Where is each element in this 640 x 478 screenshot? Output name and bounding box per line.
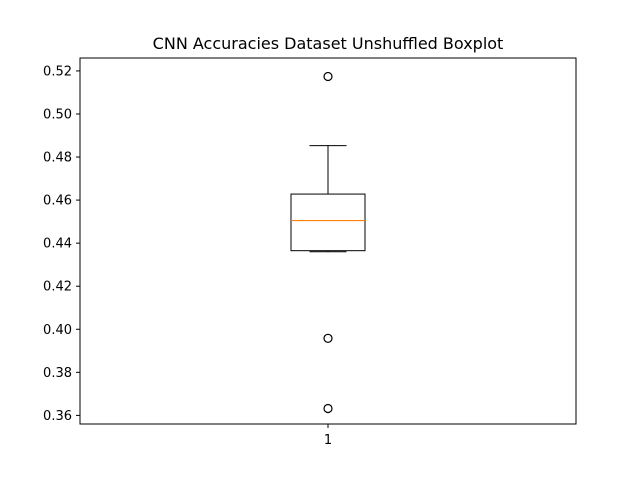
x-tick-label: 1	[324, 433, 332, 448]
y-axis: 0.36 0.38 0.40 0.42 0.44 0.46 0.48 0.50 0.52	[43, 64, 80, 424]
y-tick-label: 0.44	[43, 237, 72, 252]
x-axis: 1	[324, 424, 332, 448]
y-tick-label: 0.36	[43, 409, 72, 424]
chart-title: CNN Accuracies Dataset Unshuffled Boxplo…	[153, 34, 504, 53]
y-tick-label: 0.38	[43, 366, 72, 381]
iqr-box	[290, 193, 366, 252]
outlier-point	[323, 71, 333, 82]
y-tick-label: 0.40	[43, 323, 72, 338]
outlier-point	[323, 403, 333, 414]
y-tick-label: 0.48	[43, 151, 72, 166]
outlier-point	[323, 333, 333, 343]
y-tick-label: 0.50	[43, 107, 72, 122]
y-tick-label: 0.42	[43, 280, 72, 295]
y-tick-label: 0.46	[43, 194, 72, 209]
box-series	[290, 71, 366, 414]
plot-frame	[79, 57, 577, 425]
y-tick-label: 0.52	[43, 64, 72, 79]
